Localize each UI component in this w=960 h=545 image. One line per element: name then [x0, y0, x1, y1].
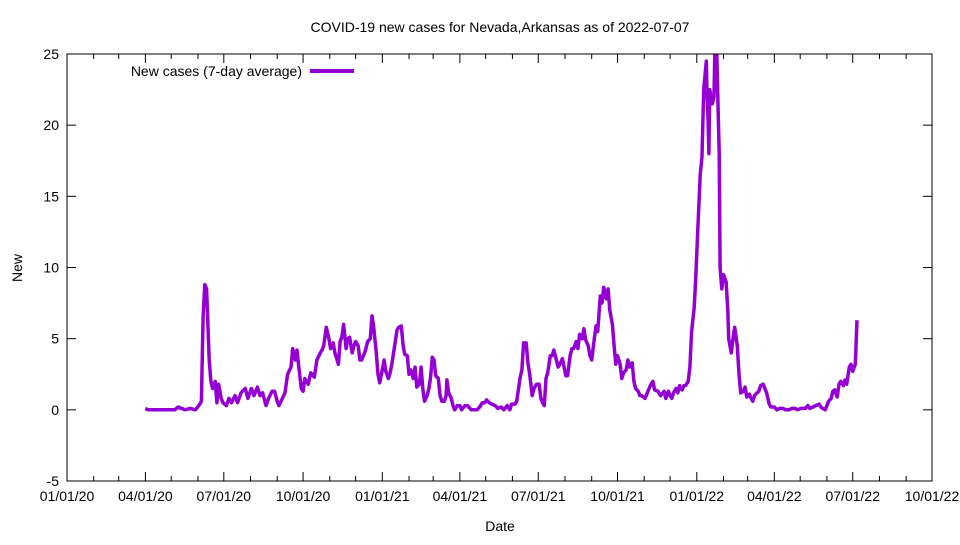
x-tick-label: 10/01/21: [590, 488, 645, 504]
axis-ticks: -5 0 5 10 15 20 25 01/01/20 04/01/20 07/01/20 10/0…: [40, 46, 960, 504]
x-tick-label: 10/01/22: [905, 488, 960, 504]
series-group: [145, 47, 857, 410]
y-tick-label: 0: [51, 402, 59, 418]
x-tick-label: 07/01/22: [825, 488, 880, 504]
x-axis-label: Date: [485, 518, 515, 534]
y-tick-label: 20: [43, 117, 59, 133]
x-tick-label: 04/01/21: [433, 488, 488, 504]
x-tick-label: 01/01/21: [355, 488, 410, 504]
y-tick-label: 15: [43, 188, 59, 204]
y-tick-label: -5: [47, 473, 60, 489]
x-tick-label: 10/01/20: [276, 488, 331, 504]
series-line: [145, 47, 857, 410]
x-tick-label: 07/01/21: [511, 488, 566, 504]
legend-label: New cases (7-day average): [131, 63, 302, 79]
y-axis-label: New: [9, 253, 25, 282]
x-tick-label: 04/01/22: [747, 488, 802, 504]
y-tick-label: 5: [51, 331, 59, 347]
x-tick-label: 07/01/20: [197, 488, 252, 504]
x-tick-label: 01/01/22: [670, 488, 725, 504]
legend: New cases (7-day average): [131, 63, 354, 79]
x-tick-label: 01/01/20: [40, 488, 95, 504]
y-tick-label: 25: [43, 46, 59, 62]
x-tick-label: 04/01/20: [118, 488, 173, 504]
chart-title: COVID-19 new cases for Nevada,Arkansas a…: [311, 19, 690, 35]
y-tick-label: 10: [43, 260, 59, 276]
plot-border: [67, 54, 932, 481]
